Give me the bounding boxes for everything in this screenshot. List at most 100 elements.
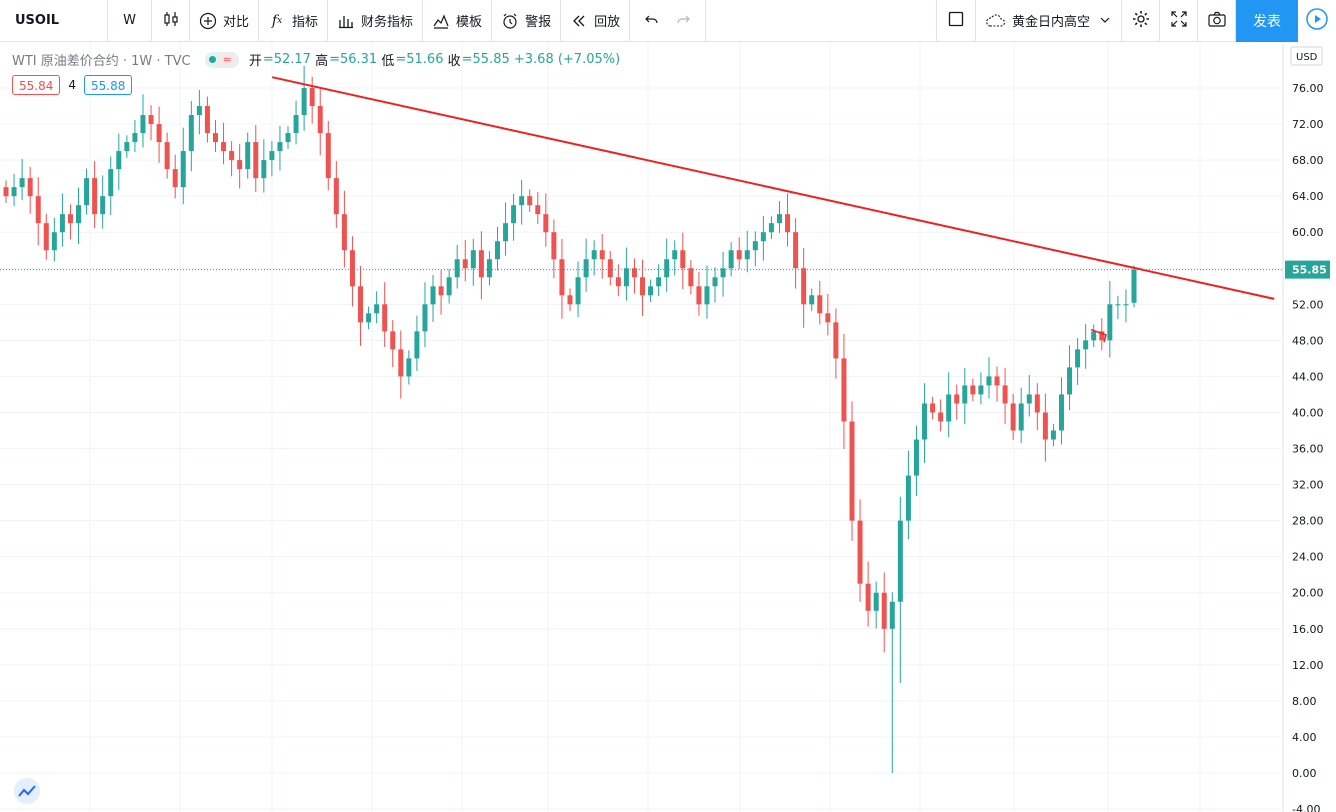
candle-body — [438, 286, 444, 296]
redo-icon[interactable] — [674, 10, 692, 32]
candle-body — [156, 124, 162, 143]
tradingview-logo[interactable] — [14, 778, 40, 804]
candle-body — [865, 583, 871, 611]
candle — [986, 357, 992, 399]
candle-body — [108, 169, 114, 197]
candle-body — [938, 412, 944, 422]
layout-menu[interactable]: 黄金日内高空 — [976, 0, 1122, 42]
candle-body — [736, 250, 742, 260]
bid-price[interactable]: 55.84 — [12, 75, 61, 95]
candle-body — [221, 142, 227, 152]
candle-body — [631, 268, 637, 278]
candle — [478, 231, 484, 300]
candle-body — [478, 250, 484, 278]
candle-body — [1131, 269, 1137, 303]
undo-icon[interactable] — [643, 10, 661, 32]
candle — [1050, 423, 1056, 447]
candle — [430, 275, 436, 322]
candle-body — [1107, 304, 1113, 341]
candle — [728, 242, 734, 277]
fullscreen-toggle[interactable] — [936, 0, 976, 42]
candle — [519, 179, 525, 225]
candle — [1107, 280, 1113, 358]
price-axis[interactable]: -4.00 0.00 4.00 8.00 12.00 16.00 20.00 24.00 28.… — [1292, 82, 1324, 812]
y-tick-label: 4.00 — [1292, 731, 1317, 744]
cloud-icon — [984, 12, 1006, 30]
candle — [366, 306, 372, 330]
snapshot-button[interactable] — [1198, 0, 1236, 42]
candle — [720, 252, 726, 297]
candle — [358, 266, 364, 346]
grid — [0, 42, 1282, 812]
candle-body — [1018, 403, 1024, 431]
candle — [503, 202, 509, 256]
candle — [237, 143, 243, 189]
candle — [1002, 367, 1008, 425]
interval-button[interactable]: W — [108, 0, 152, 42]
candle — [1083, 324, 1089, 369]
candle — [27, 166, 33, 214]
expand-icon — [1170, 10, 1188, 32]
candle-body — [785, 214, 791, 233]
play-button[interactable] — [1298, 0, 1336, 42]
candle — [640, 259, 646, 317]
candle-body — [607, 259, 613, 278]
candle-body — [172, 169, 178, 188]
candle — [575, 261, 581, 317]
maximize-button[interactable] — [1160, 0, 1198, 42]
play-circle-icon — [1305, 7, 1329, 35]
candle-body — [1115, 304, 1121, 306]
candle-body — [728, 250, 734, 269]
change-value: +3.68 (+7.05%) — [513, 52, 621, 67]
candle — [704, 265, 710, 319]
candle-body — [35, 196, 41, 224]
templates-button[interactable]: 模板 — [423, 0, 493, 42]
replay-button[interactable]: 回放 — [561, 0, 631, 42]
candle-body — [962, 385, 968, 404]
high-label: 高 — [315, 54, 329, 69]
candle — [51, 217, 57, 262]
candle — [269, 141, 275, 177]
y-tick-label: 28.00 — [1292, 515, 1324, 528]
candle — [67, 204, 73, 240]
templates-label: 模板 — [456, 15, 483, 30]
currency-box[interactable] — [1290, 46, 1323, 66]
candle-body — [164, 142, 170, 170]
candle-body — [704, 286, 710, 305]
candle — [229, 141, 235, 177]
candle-body — [27, 178, 33, 197]
financials-button[interactable]: 财务指标 — [328, 0, 424, 42]
indicators-label: 指标 — [292, 15, 319, 30]
candle-body — [978, 385, 984, 395]
candle-body — [76, 205, 82, 224]
approx-icon: ≈ — [219, 53, 235, 66]
candle — [1091, 324, 1097, 348]
candle-body — [59, 214, 65, 233]
price-chart[interactable]: -4.00 0.00 4.00 8.00 12.00 16.00 20.00 24.00 28.… — [0, 42, 1336, 812]
y-tick-label: 68.00 — [1292, 154, 1324, 167]
alert-button[interactable]: 警报 — [492, 0, 562, 42]
settings-button[interactable] — [1122, 0, 1160, 42]
candle-body — [994, 376, 1000, 386]
candle — [696, 271, 702, 316]
candle-body — [744, 250, 750, 260]
candle — [648, 279, 654, 303]
ask-price[interactable]: 55.88 — [84, 75, 133, 95]
candle-body — [349, 250, 355, 287]
candle — [607, 251, 613, 286]
chevron-down-icon — [1100, 13, 1110, 28]
candle — [664, 238, 670, 292]
candle-body — [43, 223, 49, 251]
publish-button[interactable]: 发表 — [1236, 0, 1298, 42]
candle-body — [148, 115, 154, 125]
symbol-search[interactable]: USOIL — [0, 0, 108, 42]
candle-body — [986, 376, 992, 386]
compare-button[interactable]: 对比 — [190, 0, 260, 42]
chart-type-button[interactable] — [152, 0, 190, 42]
drawing-marker[interactable] — [1090, 328, 1107, 343]
market-status-pill[interactable]: ≈ — [204, 51, 239, 68]
candle-body — [776, 214, 782, 224]
templates-icon — [432, 12, 450, 30]
trend-line[interactable] — [271, 76, 1275, 300]
